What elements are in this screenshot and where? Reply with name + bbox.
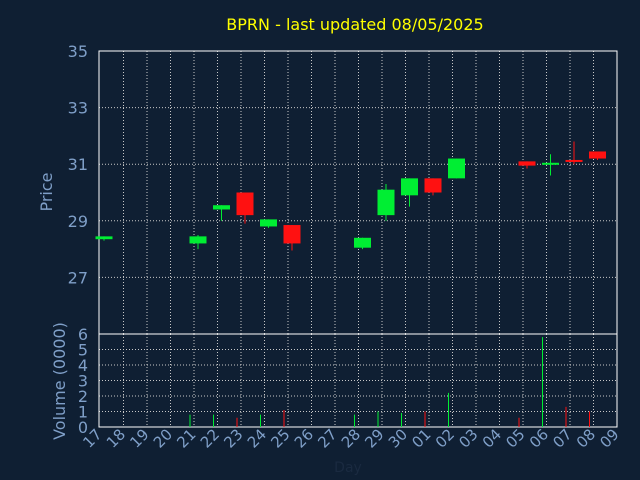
volume-grid (99, 334, 617, 427)
x-tick-label: 02 (432, 425, 458, 451)
x-tick-label: 18 (103, 425, 129, 451)
volume-tick-label: 4 (78, 356, 88, 375)
x-tick-label: 06 (526, 425, 552, 451)
chart-title: BPRN - last updated 08/05/2025 (226, 15, 483, 34)
x-tick-label: 19 (126, 425, 152, 451)
volume-plot-frame (98, 333, 618, 428)
x-tick-label: 20 (150, 425, 176, 451)
x-tick-label: 01 (408, 425, 434, 451)
price-tick-label: 35 (68, 42, 88, 61)
candles-layer (95, 141, 606, 251)
volume-tick-label: 5 (78, 341, 88, 360)
volume-tick-label: 0 (78, 418, 88, 437)
x-axis-label: Day (334, 460, 362, 476)
price-tick-label: 27 (68, 268, 88, 287)
candle-body (236, 192, 254, 216)
candle-body (213, 205, 230, 210)
x-tick-label: 05 (502, 425, 528, 451)
candle-body (448, 158, 465, 179)
x-tick-label: 26 (291, 425, 317, 451)
x-tick-label: 22 (197, 425, 223, 451)
candle-body (518, 161, 536, 166)
volume-bars-layer (189, 337, 590, 427)
candle-body (95, 236, 113, 240)
candle-body (189, 236, 207, 244)
x-tick-label: 04 (479, 425, 505, 451)
price-tick-label: 29 (68, 212, 88, 231)
volume-tick-label: 2 (78, 387, 88, 406)
volume-tick-label: 3 (78, 372, 88, 391)
volume-axis-label: Volume (0000) (50, 322, 69, 440)
x-tick-label: 21 (173, 425, 199, 451)
candle-body (565, 159, 583, 162)
candle-body (377, 189, 395, 216)
candle-body (354, 237, 371, 248)
x-tick-label: 30 (385, 425, 411, 451)
volume-tick-label: 1 (78, 403, 88, 422)
candle-body (260, 219, 277, 227)
candle-body (589, 151, 606, 159)
x-tick-label: 08 (573, 425, 599, 451)
x-tick-label: 24 (244, 425, 270, 451)
x-tick-label: 03 (455, 425, 481, 451)
x-tick-label: 09 (596, 425, 622, 451)
candle-body (542, 162, 559, 165)
x-tick-label: 07 (549, 425, 575, 451)
candle-body (283, 225, 301, 244)
x-tick-labels: 1718192021222324252627282930010203040506… (79, 425, 622, 451)
candle-body (424, 178, 442, 193)
x-tick-label: 27 (314, 425, 340, 451)
price-grid (99, 51, 617, 334)
x-tick-label: 23 (220, 425, 246, 451)
volume-tick-label: 6 (78, 325, 88, 344)
price-tick-label: 31 (68, 155, 88, 174)
candle-body (401, 178, 418, 196)
price-axis-label: Price (37, 172, 56, 211)
price-y-ticks: 35 33 31 29 27 (68, 42, 88, 287)
x-tick-label: 28 (338, 425, 364, 451)
x-tick-label: 29 (361, 425, 387, 451)
price-tick-label: 33 (68, 99, 88, 118)
x-tick-label: 25 (267, 425, 293, 451)
